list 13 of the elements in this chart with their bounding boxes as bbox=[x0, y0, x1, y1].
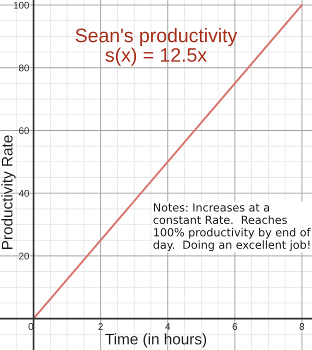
text: Sean's productivity s(x) = 12.5x bbox=[76, 28, 238, 66]
y-tick-label: 20 bbox=[19, 252, 30, 260]
y-tick-label: 40 bbox=[18, 190, 30, 197]
y-tick-label: 80 bbox=[18, 64, 30, 72]
x-tick-label: 8 bbox=[300, 323, 304, 330]
x-tick-label: 2 bbox=[98, 323, 103, 330]
x-tick-label: 4 bbox=[165, 323, 170, 330]
x-tick-label: 6 bbox=[232, 323, 238, 330]
y-tick-label: 100 bbox=[14, 2, 30, 9]
x-axis-title: Time (in hours) bbox=[105, 333, 206, 348]
annotation: Notes: Increases at a constant Rate. Reaches 100% productivity by end of day. Doing an excellent job! bbox=[153, 203, 311, 252]
y-tick-label: 60 bbox=[19, 127, 30, 134]
y-axis-title: Productivity Rate bbox=[1, 135, 16, 249]
